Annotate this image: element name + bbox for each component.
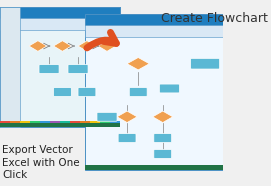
Bar (110, 121, 120, 126)
Bar (0, 123, 120, 127)
FancyBboxPatch shape (85, 25, 223, 37)
FancyBboxPatch shape (68, 65, 88, 73)
Bar (40, 121, 50, 126)
FancyBboxPatch shape (154, 150, 172, 158)
FancyBboxPatch shape (0, 18, 120, 30)
FancyBboxPatch shape (154, 134, 172, 142)
Bar (80, 121, 90, 126)
Bar (50, 121, 60, 126)
FancyBboxPatch shape (85, 14, 223, 170)
Bar (90, 121, 100, 126)
FancyBboxPatch shape (0, 7, 120, 18)
Polygon shape (153, 111, 173, 123)
FancyBboxPatch shape (85, 14, 223, 25)
Polygon shape (98, 41, 116, 51)
Bar (100, 121, 110, 126)
Text: Create Flowchart: Create Flowchart (160, 12, 267, 25)
FancyBboxPatch shape (191, 58, 220, 69)
Polygon shape (78, 41, 96, 51)
Bar (60, 121, 70, 126)
Polygon shape (29, 41, 47, 51)
Bar (20, 121, 30, 126)
Bar (10, 121, 20, 126)
Bar (70, 121, 80, 126)
FancyBboxPatch shape (39, 65, 59, 73)
FancyBboxPatch shape (118, 134, 136, 142)
Polygon shape (117, 111, 137, 123)
Bar (85, 166, 223, 170)
FancyBboxPatch shape (78, 88, 96, 97)
Text: Export Vector
Excel with One
Click: Export Vector Excel with One Click (2, 145, 80, 180)
Bar (0, 121, 10, 126)
FancyBboxPatch shape (97, 112, 117, 121)
FancyBboxPatch shape (0, 7, 120, 127)
Bar (30, 121, 40, 126)
FancyBboxPatch shape (129, 88, 147, 97)
Polygon shape (127, 57, 149, 70)
FancyBboxPatch shape (53, 88, 71, 97)
FancyBboxPatch shape (0, 7, 20, 127)
FancyBboxPatch shape (159, 84, 179, 93)
Polygon shape (53, 41, 71, 51)
